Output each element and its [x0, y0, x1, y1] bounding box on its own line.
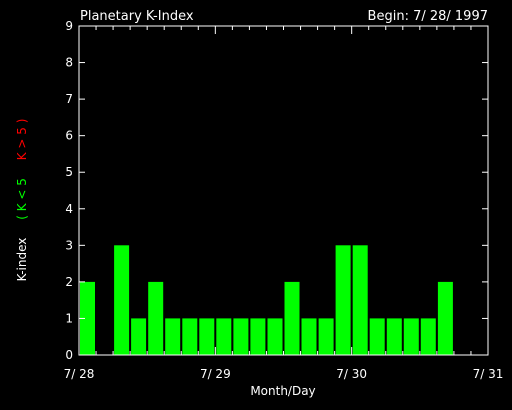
- y-tick-label: 7: [65, 92, 73, 106]
- k-index-bar: [301, 318, 317, 355]
- x-tick-label: 7/ 28: [64, 367, 95, 381]
- x-tick-label: 7/ 29: [200, 367, 231, 381]
- y-axis-label-green: ( K < 5: [15, 178, 29, 220]
- k-index-bar: [369, 318, 385, 355]
- k-index-bar: [165, 318, 181, 355]
- k-index-bar: [437, 281, 453, 355]
- y-axis-label: K-index ( K < 5 K > 5 ): [15, 119, 29, 282]
- plot-frame: [78, 25, 489, 356]
- k-index-bar: [267, 318, 283, 355]
- k-index-bar: [131, 318, 147, 355]
- k-index-bar: [216, 318, 232, 355]
- chart-title: Planetary K-Index: [80, 9, 194, 24]
- k-index-bar: [182, 318, 198, 355]
- bars-group: [80, 245, 453, 355]
- y-tick-label: 3: [65, 238, 73, 252]
- k-index-bar: [80, 281, 95, 355]
- y-tick-label: 1: [65, 311, 73, 325]
- k-index-bar: [148, 281, 164, 355]
- y-tick-label: 8: [65, 56, 73, 70]
- k-index-bar: [352, 245, 368, 355]
- y-axis-label-prefix: K-index: [15, 238, 29, 282]
- k-index-bar: [420, 318, 436, 355]
- k-index-bar: [250, 318, 266, 355]
- k-index-bar: [114, 245, 130, 355]
- y-tick-label: 2: [65, 275, 73, 289]
- x-tick-label: 7/ 30: [336, 367, 367, 381]
- svg-text:K-index ( K < 5 K: K-index ( K < 5 K > 5 ): [15, 119, 29, 282]
- k-index-bar: [318, 318, 334, 355]
- k-index-bar: [386, 318, 402, 355]
- k-index-bar: [199, 318, 215, 355]
- y-tick-label: 0: [65, 348, 73, 362]
- x-axis: 7/ 28 7/ 29 7/ 30 7/ 31: [64, 26, 504, 381]
- k-index-bar: [403, 318, 419, 355]
- x-axis-label: Month/Day: [250, 384, 315, 398]
- x-tick-label: 7/ 31: [473, 367, 504, 381]
- y-axis-label-red: K > 5 ): [15, 119, 29, 161]
- y-tick-label: 4: [65, 202, 73, 216]
- y-tick-label: 9: [65, 19, 73, 33]
- begin-date-label: Begin: 7/ 28/ 1997: [368, 9, 488, 24]
- k-index-bar: [233, 318, 249, 355]
- y-tick-label: 6: [65, 129, 73, 143]
- y-tick-label: 5: [65, 165, 73, 179]
- k-index-bar: [335, 245, 351, 355]
- k-index-bar: [284, 281, 300, 355]
